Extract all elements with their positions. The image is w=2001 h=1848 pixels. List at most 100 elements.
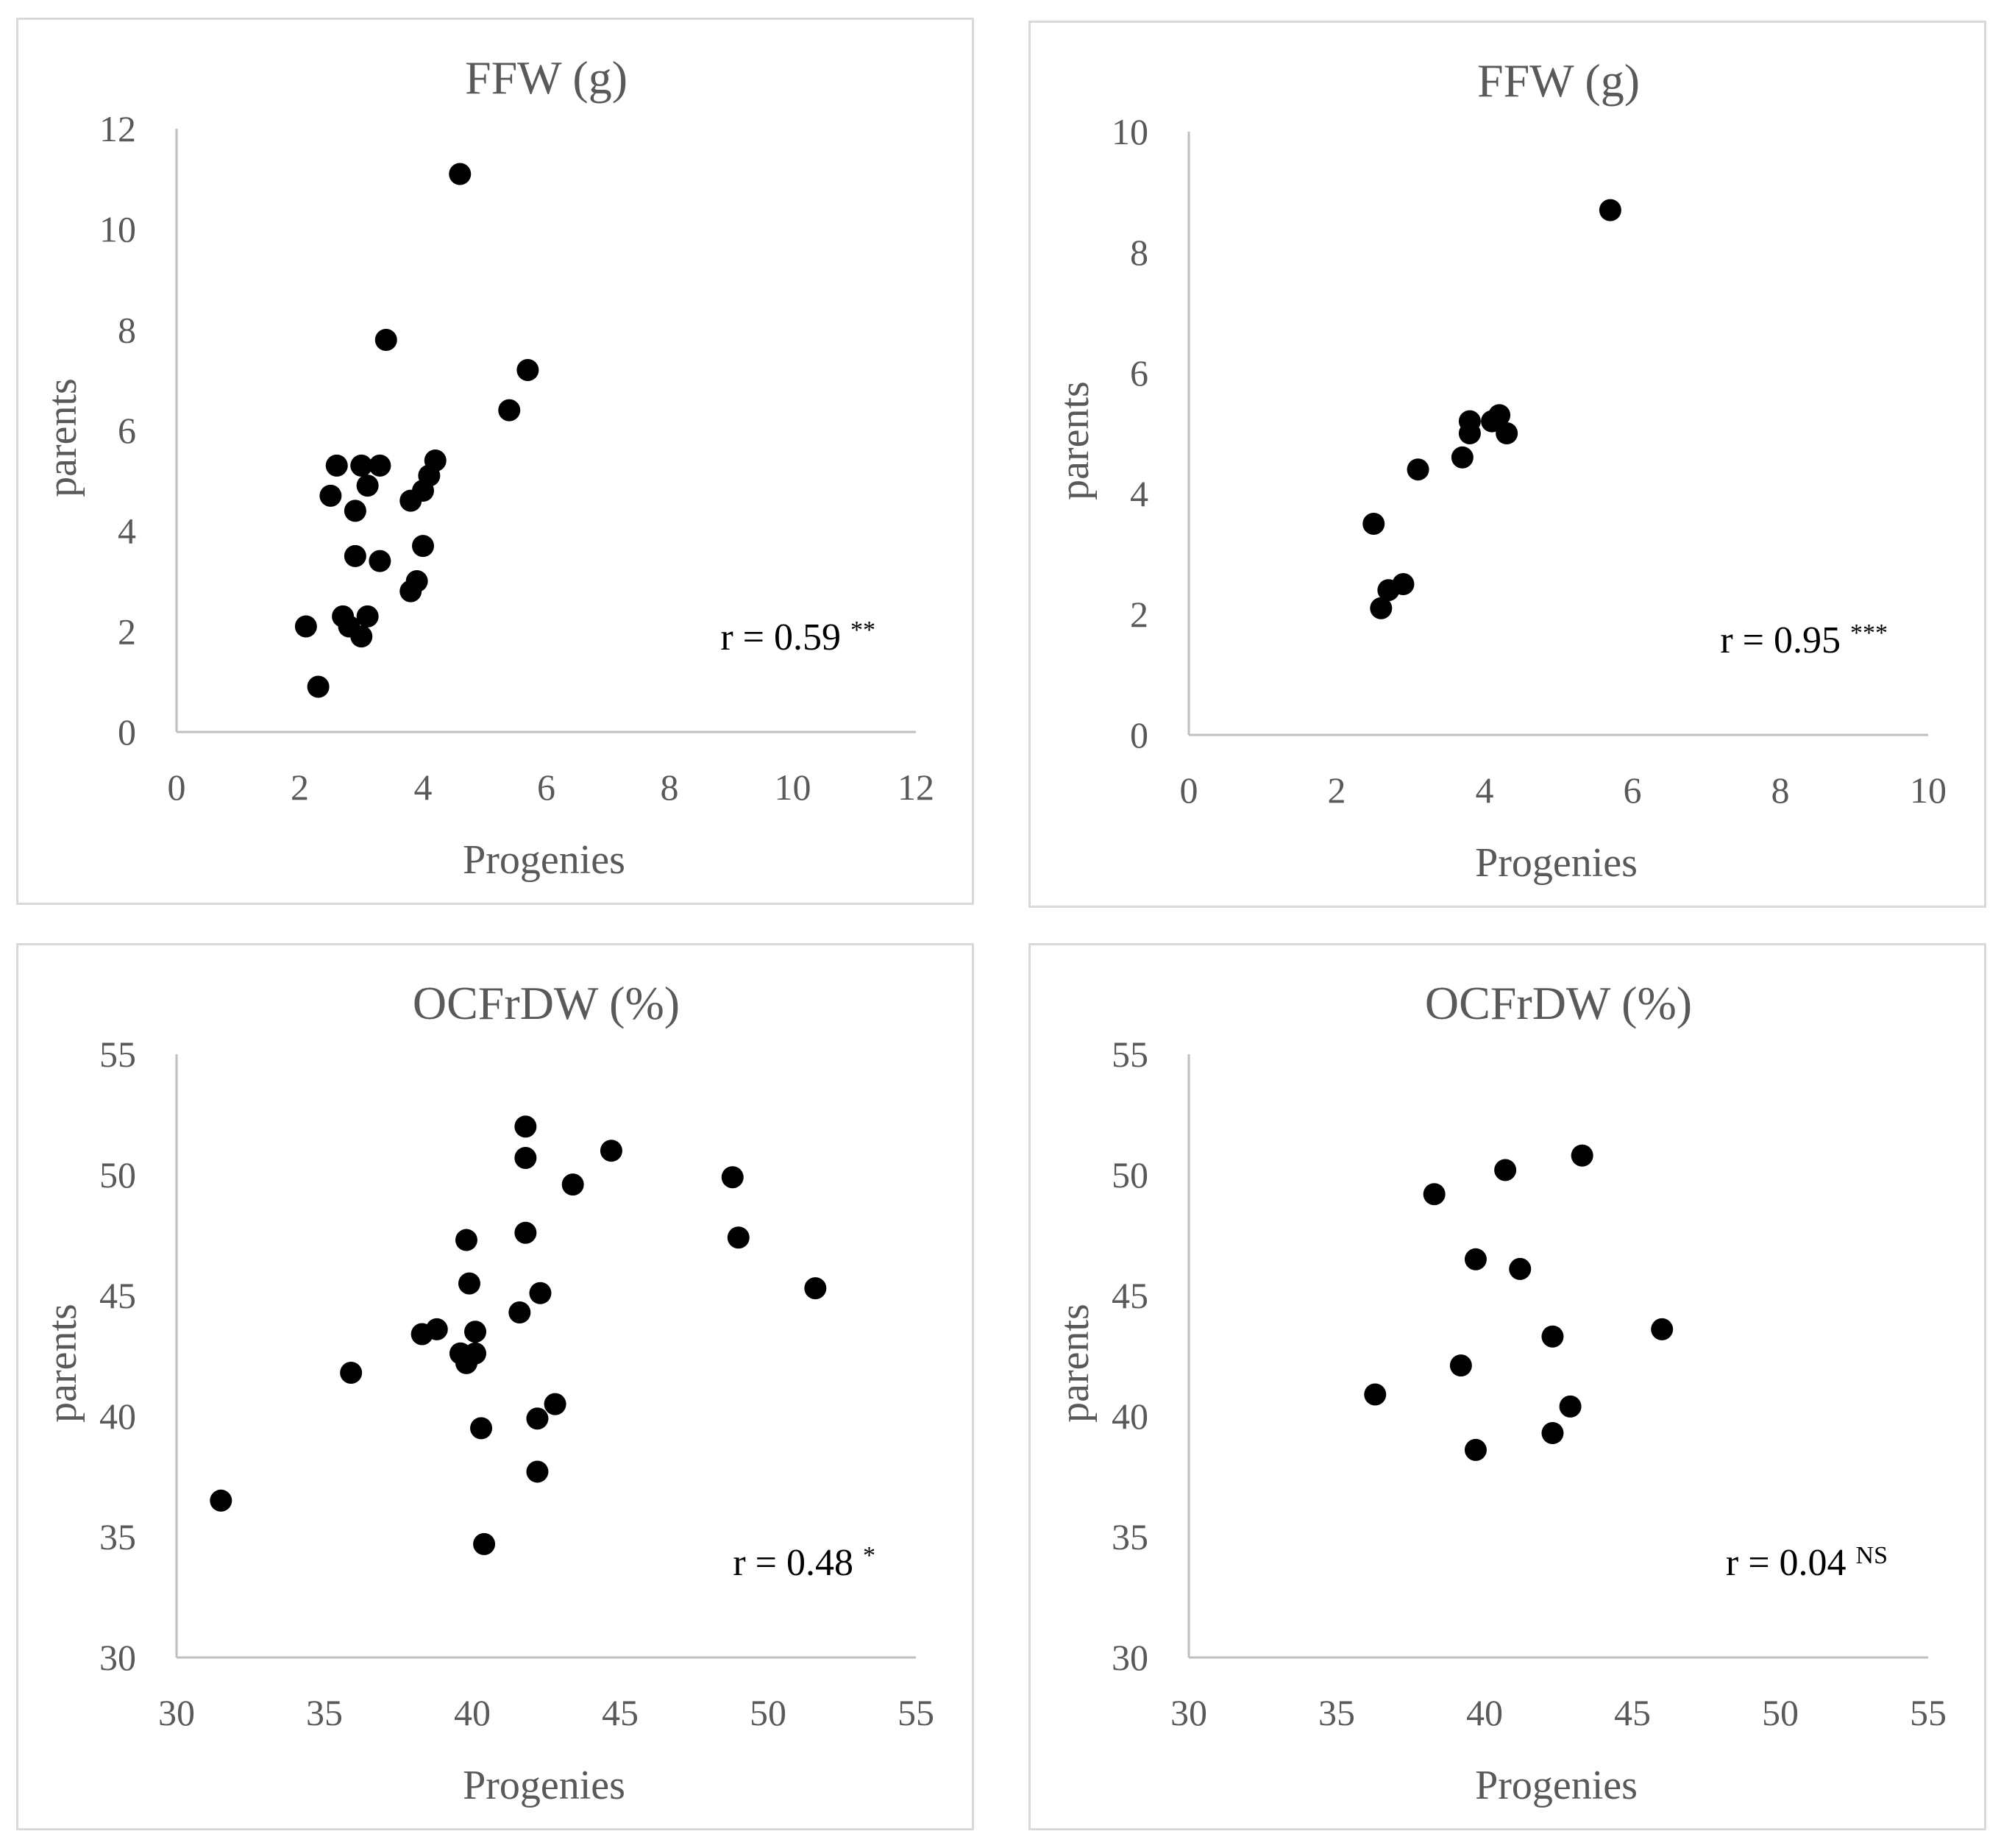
data-point xyxy=(516,359,539,381)
data-point xyxy=(1423,1183,1446,1206)
scatter-chart-ocfrdw-left: OCFrDW (%) 30 35 40 45 50 55 30 35 40 45 50 55 Progen… xyxy=(40,977,934,1808)
y-tick-label: 4 xyxy=(1130,473,1148,514)
significance-marker: ** xyxy=(850,616,875,644)
data-point xyxy=(350,454,373,477)
x-tick-label: 30 xyxy=(158,1692,195,1733)
x-tick-label: 0 xyxy=(168,767,186,808)
data-point xyxy=(1541,1421,1564,1444)
y-tick-label: 35 xyxy=(99,1516,136,1557)
data-point xyxy=(294,615,317,638)
data-point xyxy=(526,1460,549,1483)
correlation-annotation: r = 0.04 NS xyxy=(1726,1542,1888,1584)
data-point xyxy=(307,675,330,698)
data-point xyxy=(529,1282,552,1304)
x-tick-label: 45 xyxy=(1614,1692,1651,1733)
data-point xyxy=(1449,1354,1472,1377)
data-point xyxy=(1407,458,1429,481)
y-tick-label: 0 xyxy=(1130,714,1148,756)
data-point xyxy=(1362,513,1385,535)
data-point xyxy=(1364,1383,1387,1406)
data-point xyxy=(1571,1144,1593,1167)
data-point xyxy=(455,1229,477,1251)
x-tick-label: 4 xyxy=(414,767,433,808)
correlation-value: r = 0.04 xyxy=(1726,1542,1856,1584)
x-axis-label: Progenies xyxy=(1475,840,1638,886)
x-tick-label: 35 xyxy=(1318,1692,1355,1733)
x-tick-label: 8 xyxy=(661,767,679,808)
y-tick-label: 8 xyxy=(118,309,136,350)
x-tick-label: 45 xyxy=(602,1692,639,1733)
y-tick-label: 30 xyxy=(1112,1637,1148,1678)
data-point xyxy=(1377,579,1400,602)
data-point xyxy=(344,500,366,522)
data-point xyxy=(561,1173,584,1196)
data-point xyxy=(1458,422,1481,444)
x-tick-label: 2 xyxy=(291,767,309,808)
chart-title: FFW (g) xyxy=(1477,54,1640,107)
correlation-value: r = 0.95 xyxy=(1720,619,1850,661)
x-tick-label: 4 xyxy=(1476,770,1494,811)
y-tick-label: 10 xyxy=(1112,111,1148,152)
y-tick-label: 45 xyxy=(99,1275,136,1316)
data-point xyxy=(1494,1159,1517,1181)
data-point xyxy=(526,1407,549,1430)
y-tick-label: 4 xyxy=(118,511,136,552)
data-point xyxy=(514,1115,537,1138)
x-tick-label: 55 xyxy=(1910,1692,1947,1733)
data-point xyxy=(458,1272,480,1295)
data-point xyxy=(1464,1438,1487,1461)
y-tick-label: 12 xyxy=(99,108,136,149)
data-point xyxy=(1451,446,1474,469)
x-tick-label: 55 xyxy=(898,1692,934,1733)
chart-panel-ocfrdw-right: OCFrDW (%) 30 35 40 45 50 55 30 35 40 45 50 55 Progen… xyxy=(1028,943,1986,1830)
x-tick-label: 10 xyxy=(775,767,811,808)
data-point xyxy=(1509,1257,1532,1280)
y-tick-label: 10 xyxy=(99,209,136,250)
scatter-chart-ffw-left: FFW (g) 0 2 4 6 8 10 12 0 2 4 6 8 10 12 Progenies parent… xyxy=(40,51,934,883)
x-tick-label: 12 xyxy=(898,767,934,808)
y-tick-label: 40 xyxy=(99,1396,136,1437)
chart-panel-ocfrdw-left: OCFrDW (%) 30 35 40 45 50 55 30 35 40 45 50 55 Progen… xyxy=(16,943,974,1830)
chart-panel-ffw-left: FFW (g) 0 2 4 6 8 10 12 0 2 4 6 8 10 12 Progenies parent… xyxy=(16,18,974,905)
significance-marker: *** xyxy=(1850,619,1888,647)
x-tick-label: 40 xyxy=(454,1692,491,1733)
data-point xyxy=(721,1166,744,1189)
data-point xyxy=(1559,1395,1582,1418)
x-tick-label: 0 xyxy=(1180,770,1198,811)
y-tick-label: 2 xyxy=(118,611,136,652)
data-point xyxy=(449,163,472,185)
data-point xyxy=(319,484,342,507)
x-axis-label: Progenies xyxy=(1475,1763,1638,1808)
data-point xyxy=(1541,1325,1564,1348)
data-point xyxy=(455,1351,477,1374)
x-axis-label: Progenies xyxy=(463,837,625,883)
data-point xyxy=(399,580,422,603)
y-tick-label: 50 xyxy=(99,1154,136,1195)
y-axis-label: parents xyxy=(40,378,85,497)
data-point xyxy=(544,1393,566,1415)
data-point xyxy=(410,1323,433,1346)
x-tick-label: 8 xyxy=(1771,770,1790,811)
correlation-annotation: r = 0.95 *** xyxy=(1720,619,1888,661)
y-tick-label: 2 xyxy=(1130,594,1148,635)
data-point xyxy=(514,1221,537,1244)
data-point xyxy=(344,544,366,567)
y-tick-label: 30 xyxy=(99,1637,136,1678)
data-point xyxy=(412,535,434,558)
data-point xyxy=(350,625,373,648)
data-point xyxy=(356,475,379,497)
data-point xyxy=(1464,1248,1487,1270)
data-point xyxy=(508,1301,531,1323)
chart-title: FFW (g) xyxy=(465,51,628,104)
significance-marker: * xyxy=(863,1542,875,1569)
data-point xyxy=(369,454,391,477)
data-point xyxy=(1496,422,1518,444)
y-tick-label: 50 xyxy=(1112,1154,1148,1195)
x-tick-label: 50 xyxy=(1762,1692,1799,1733)
y-tick-label: 0 xyxy=(118,711,136,753)
x-tick-label: 6 xyxy=(1624,770,1642,811)
y-tick-label: 55 xyxy=(1112,1034,1148,1075)
data-point xyxy=(369,550,391,572)
x-tick-label: 40 xyxy=(1466,1692,1503,1733)
y-axis-label: parents xyxy=(1052,381,1098,500)
